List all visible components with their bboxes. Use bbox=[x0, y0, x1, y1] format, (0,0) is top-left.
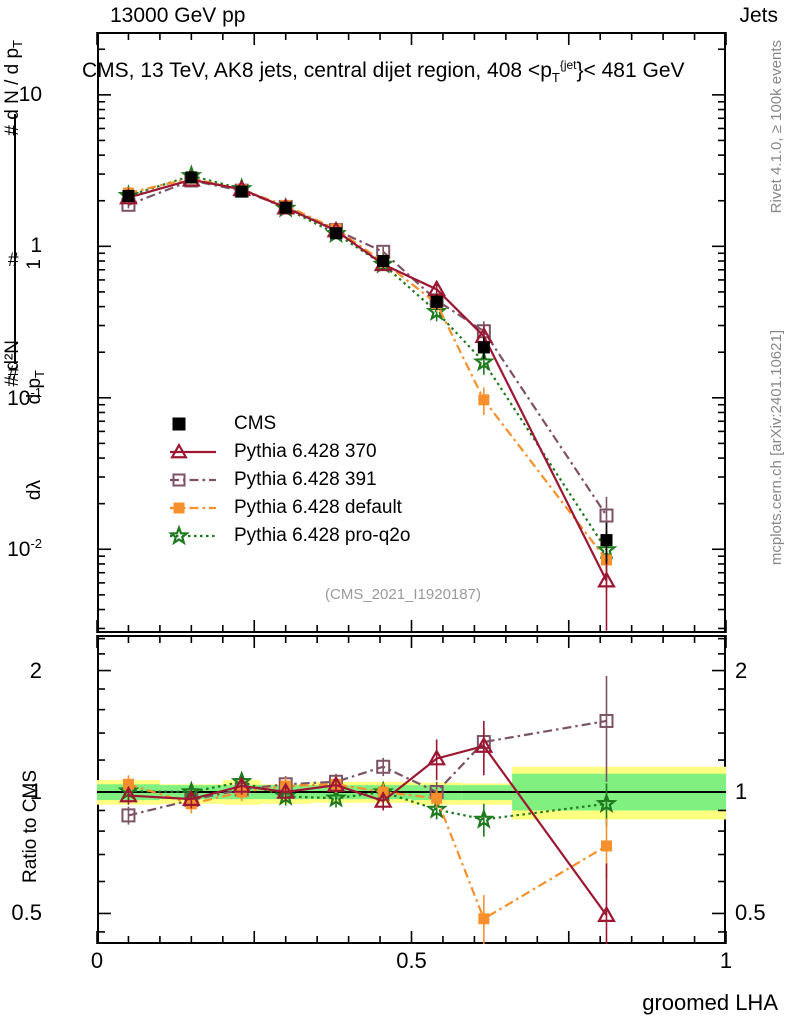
legend-marker-open-triangle bbox=[170, 441, 222, 463]
main-series-group bbox=[117, 164, 618, 631]
ratio-ytick-label: 1 bbox=[29, 779, 42, 804]
xtick-label: 0.5 bbox=[396, 948, 427, 973]
legend-marker-open-star bbox=[168, 524, 222, 547]
marker-open-star bbox=[425, 798, 448, 819]
marker-open-star bbox=[595, 792, 618, 814]
ratio-ytick-label: 2 bbox=[29, 657, 42, 683]
marker-filled-square bbox=[431, 792, 443, 804]
analysis-id-watermark: (CMS_2021_I1920187) bbox=[325, 586, 481, 603]
header-analysis-label: Jets bbox=[739, 4, 778, 27]
marker-filled-square bbox=[173, 502, 185, 514]
plot-title-rest: }< 481 GeV bbox=[576, 59, 685, 82]
marker-open-triangle bbox=[373, 791, 393, 808]
legend-label: CMS bbox=[234, 413, 277, 434]
marker-open-triangle bbox=[232, 776, 252, 793]
marker-open-star bbox=[425, 300, 448, 321]
legend-label: Pythia 6.428 370 bbox=[234, 441, 377, 462]
marker-open-square bbox=[599, 508, 614, 523]
marker-filled-square bbox=[430, 295, 443, 308]
marker-filled-square bbox=[600, 534, 613, 547]
main-ytick-label: 10-1 bbox=[7, 384, 42, 410]
plot-title: CMS, 13 TeV, AK8 jets, central dijet reg… bbox=[82, 58, 685, 86]
legend-item[interactable]: Pythia 6.428 pro-q2o bbox=[168, 522, 411, 550]
ratio-series-pythia-6-428-370 bbox=[119, 720, 616, 944]
ratio-ytick-label: 0.5 bbox=[11, 900, 42, 926]
series-pythia-6-428-370 bbox=[119, 170, 616, 631]
marker-filled-square bbox=[122, 778, 134, 790]
marker-open-triangle bbox=[170, 442, 188, 459]
ratio-ytick-label: 2 bbox=[735, 657, 748, 683]
marker-filled-square bbox=[185, 171, 198, 184]
marker-filled-square bbox=[330, 227, 343, 240]
ylabel-fraction-bar bbox=[14, 114, 16, 364]
ylabel-hash-b: # bbox=[8, 363, 19, 384]
x-axis-label: groomed LHA bbox=[642, 990, 778, 1015]
ratio-series-group bbox=[117, 675, 618, 944]
marker-open-square bbox=[376, 759, 391, 774]
legend-marker-filled-square bbox=[170, 497, 222, 519]
ratio-ytick-label: 0.5 bbox=[735, 900, 766, 926]
series-line bbox=[128, 783, 608, 921]
marker-open-star bbox=[325, 786, 347, 808]
xtick-label: 0 bbox=[90, 948, 104, 973]
marker-filled-square bbox=[377, 255, 390, 268]
legend-item[interactable]: CMS bbox=[170, 410, 410, 438]
marker-open-triangle bbox=[276, 782, 296, 799]
marker-open-star bbox=[472, 350, 495, 372]
ratio-ytick-label: 1 bbox=[735, 779, 748, 804]
legend: CMS Pythia 6.428 370 Pythia 6.428 391 Pythi… bbox=[168, 410, 411, 550]
marker-open-triangle bbox=[181, 789, 201, 806]
header-beam-label: 13000 GeV pp bbox=[110, 4, 246, 27]
marker-filled-square bbox=[477, 341, 490, 354]
marker-filled-square bbox=[478, 394, 490, 406]
marker-filled-square bbox=[279, 201, 292, 214]
main-ytick-label: 1 bbox=[30, 234, 42, 258]
legend-label: Pythia 6.428 391 bbox=[234, 469, 377, 490]
ylabel-hash-a: # bbox=[8, 250, 19, 271]
legend-item[interactable]: Pythia 6.428 391 bbox=[170, 466, 410, 494]
marker-filled-square bbox=[478, 913, 490, 925]
main-ytick-label: 10 bbox=[18, 82, 42, 106]
legend-label: Pythia 6.428 pro-q2o bbox=[234, 525, 411, 546]
marker-open-triangle bbox=[119, 785, 138, 803]
plot-title-main: CMS, 13 TeV, AK8 jets, central dijet reg… bbox=[82, 59, 552, 82]
xtick-label: 1 bbox=[719, 948, 733, 973]
marker-open-star bbox=[168, 524, 190, 546]
series-line bbox=[128, 719, 607, 817]
legend-label: Pythia 6.428 default bbox=[234, 497, 402, 518]
marker-open-square bbox=[121, 808, 136, 823]
marker-filled-square bbox=[235, 185, 248, 198]
marker-open-triangle bbox=[597, 905, 616, 923]
legend-item[interactable]: Pythia 6.428 default bbox=[170, 494, 410, 522]
marker-open-square bbox=[172, 473, 186, 487]
marker-filled-square bbox=[600, 840, 612, 852]
plot-title-sup: {jet bbox=[559, 58, 577, 72]
main-ytick-label: 10-2 bbox=[7, 536, 42, 562]
marker-open-triangle bbox=[597, 570, 616, 588]
marker-filled-square bbox=[172, 417, 186, 431]
marker-open-square bbox=[599, 713, 614, 728]
marker-open-star bbox=[472, 807, 495, 829]
marker-open-triangle bbox=[474, 736, 494, 753]
legend-marker-filled-square bbox=[170, 413, 222, 435]
marker-open-triangle bbox=[427, 748, 447, 766]
series-cms bbox=[122, 171, 613, 564]
marker-open-triangle bbox=[326, 775, 346, 792]
legend-item[interactable]: Pythia 6.428 370 bbox=[170, 438, 410, 466]
marker-filled-square bbox=[122, 189, 135, 202]
legend-marker-open-square bbox=[170, 469, 222, 491]
